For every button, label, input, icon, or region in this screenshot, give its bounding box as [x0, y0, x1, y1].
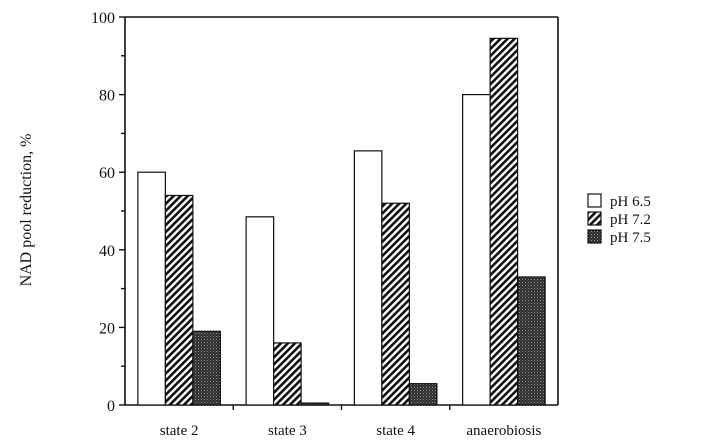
y-tick-label: 80 [99, 88, 115, 105]
y-tick-label: 60 [99, 165, 115, 182]
y-axis-title: NAD pool reduction, % [18, 134, 35, 287]
bar-pH-7_2-state-3 [273, 342, 302, 406]
labels: 0 20 40 60 80 100 state 2 state 3 state 4 anaerob… [91, 10, 542, 439]
bar-pH-6_5-state-2 [137, 171, 166, 406]
bar-pH-6_5-state-4 [353, 150, 383, 406]
bar-pH-7_5-state-2 [192, 330, 221, 406]
x-category-label: state 3 [268, 423, 307, 439]
bar-pH-6_5-state-3 [245, 216, 275, 406]
y-tick-label: 40 [99, 243, 115, 260]
legend-label: pH 6.5 [610, 194, 651, 210]
legend-swatch [587, 211, 602, 226]
bar-pH-7_2-anaerobiosis [489, 37, 519, 406]
x-category-label: state 4 [376, 423, 415, 439]
legend: pH 6.5 pH 7.2 pH 7.5 [587, 193, 651, 246]
bar-pH-7_5-state-3 [300, 402, 330, 406]
legend-swatch [587, 193, 602, 208]
bar-pH-7_2-state-2 [164, 194, 194, 406]
x-category-label: state 2 [160, 423, 199, 439]
bar-pH-6_5-anaerobiosis [462, 93, 491, 406]
legend-label: pH 7.2 [610, 212, 651, 228]
y-tick-label: 100 [91, 10, 115, 27]
y-tick-label: 20 [99, 320, 115, 337]
bars [137, 37, 546, 406]
bar-pH-7_5-state-4 [408, 383, 438, 406]
x-category-label: anaerobiosis [466, 423, 541, 439]
legend-label: pH 7.5 [610, 230, 651, 246]
legend-swatch [587, 229, 602, 244]
bar-pH-7_2-state-4 [381, 202, 410, 406]
bar-pH-7_5-anaerobiosis [517, 276, 546, 406]
y-tick-label: 0 [107, 398, 115, 415]
